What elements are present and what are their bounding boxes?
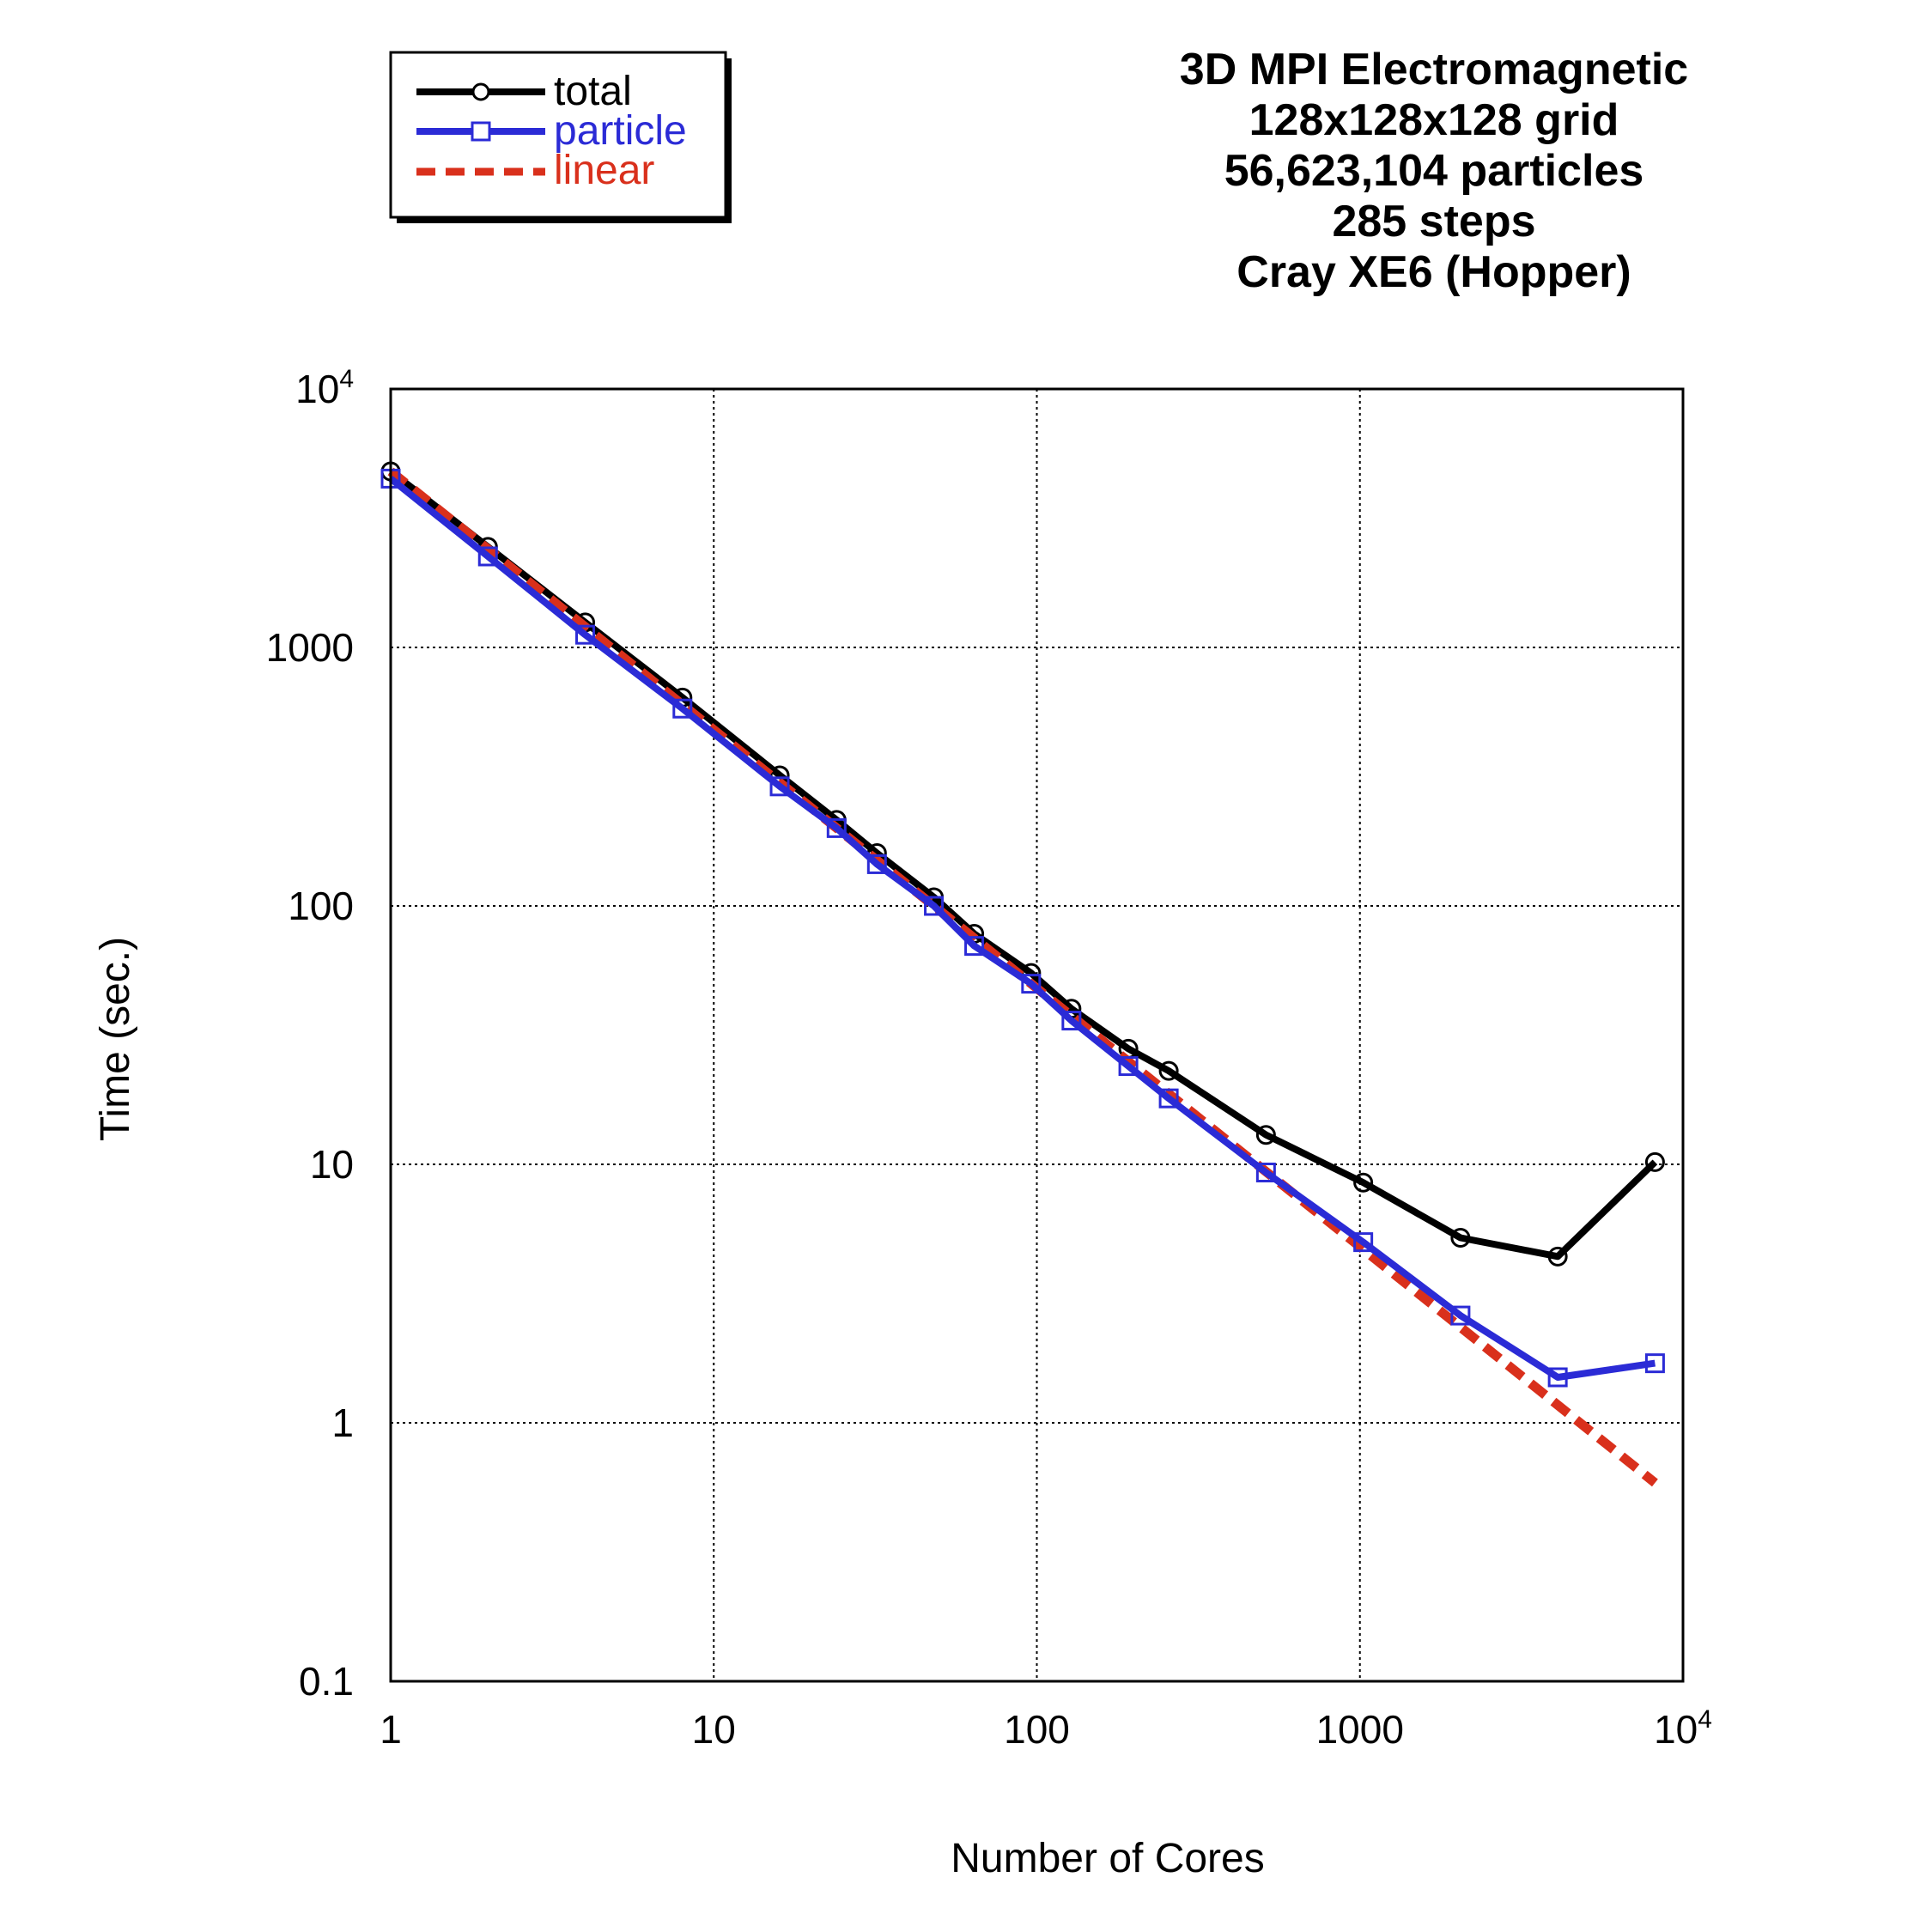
data-point-particle xyxy=(769,776,790,797)
title-line-1: 3D MPI Electromagnetic xyxy=(1180,45,1688,94)
y-axis-label: Time (sec.) xyxy=(93,937,138,1141)
x-tick-label: 10 xyxy=(692,1707,736,1752)
series-linear xyxy=(387,467,1658,1487)
x-tick-label: 1000 xyxy=(1316,1707,1404,1752)
data-point-particle xyxy=(924,896,945,916)
legend-label-linear: linear xyxy=(554,148,654,193)
data-point-total xyxy=(1255,1125,1276,1145)
data-point-particle xyxy=(1061,1011,1082,1031)
x-axis-label: Number of Cores xyxy=(951,1836,1264,1881)
data-point-total xyxy=(1353,1172,1374,1193)
series-line-total xyxy=(388,468,1658,1261)
data-point-particle xyxy=(477,546,498,567)
data-point-particle xyxy=(575,624,596,645)
title-line-4: 285 steps xyxy=(1332,197,1535,246)
x-tick-label: 1 xyxy=(380,1707,402,1752)
plot-frame xyxy=(389,387,1685,1683)
series-line-particle xyxy=(388,476,1656,1381)
data-point-total xyxy=(1158,1060,1179,1081)
y-tick-label: 10 xyxy=(310,1142,354,1187)
data-point-particle xyxy=(866,854,887,874)
data-point-particle xyxy=(1450,1305,1471,1326)
legend: total particle linear xyxy=(389,51,732,223)
y-tick-label: 100 xyxy=(288,884,354,928)
y-tick-label: 1 xyxy=(331,1400,354,1445)
grid xyxy=(391,389,1683,1681)
data-point-particle xyxy=(1021,974,1042,994)
data-point-particle xyxy=(1158,1088,1179,1109)
data-point-particle xyxy=(964,936,985,957)
chart-title: 3D MPI Electromagnetic 128x128x128 grid … xyxy=(1180,45,1688,297)
legend-marker-particle xyxy=(471,121,491,142)
data-point-total xyxy=(1644,1151,1665,1172)
series-particle xyxy=(380,468,1665,1388)
series-line-linear xyxy=(387,467,1658,1487)
legend-label-total: total xyxy=(554,69,632,114)
title-line-5: Cray XE6 (Hopper) xyxy=(1236,247,1631,297)
y-tick-label: 0.1 xyxy=(299,1659,354,1704)
series-layer xyxy=(380,461,1665,1487)
legend-label-particle: particle xyxy=(554,108,687,154)
data-point-particle xyxy=(1255,1162,1276,1182)
y-tick-label: 1000 xyxy=(266,625,354,670)
legend-marker-total xyxy=(471,82,490,101)
title-line-2: 128x128x128 grid xyxy=(1249,95,1619,145)
title-line-3: 56,623,104 particles xyxy=(1224,146,1644,196)
data-point-total xyxy=(1450,1227,1471,1248)
data-point-particle xyxy=(1547,1367,1568,1388)
data-point-particle xyxy=(826,817,847,838)
data-point-particle xyxy=(1353,1232,1374,1253)
x-tick-label: 100 xyxy=(1004,1707,1070,1752)
data-point-particle xyxy=(1118,1056,1139,1077)
data-point-particle xyxy=(672,698,693,719)
data-point-total xyxy=(1547,1246,1568,1267)
data-point-particle xyxy=(1644,1353,1665,1374)
